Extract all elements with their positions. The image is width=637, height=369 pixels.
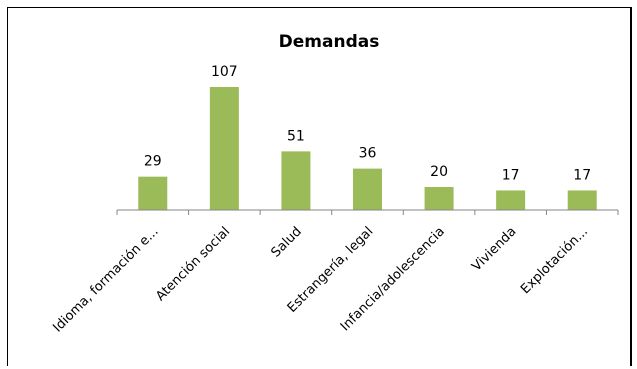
data-labels: 29 107 51 36 20 17 17 <box>144 64 591 183</box>
category-labels: Idioma, formación e...Atención social Sal… <box>50 224 591 335</box>
bar <box>209 87 239 210</box>
category-label: Salud <box>268 224 304 260</box>
bar <box>424 187 454 210</box>
bar <box>353 168 382 210</box>
data-label: 36 <box>359 146 377 162</box>
data-label: 20 <box>430 164 448 180</box>
data-label: 29 <box>144 154 162 170</box>
chart-title: Demandas <box>279 32 380 52</box>
category-label: Explotación... <box>518 224 591 297</box>
x-ticks <box>116 210 619 215</box>
category-label: Idioma, formación e... <box>50 224 161 335</box>
category-label: Vivienda <box>469 224 519 274</box>
data-label: 17 <box>573 167 591 183</box>
category-label: Atención social <box>153 224 233 304</box>
bar <box>567 190 597 210</box>
bar <box>496 190 526 210</box>
bar <box>138 176 168 210</box>
data-label: 17 <box>502 167 520 183</box>
data-label: 51 <box>287 128 305 144</box>
bar <box>281 151 311 210</box>
chart-frame <box>7 7 632 366</box>
bars-group <box>138 87 597 210</box>
data-label: 107 <box>211 64 238 80</box>
